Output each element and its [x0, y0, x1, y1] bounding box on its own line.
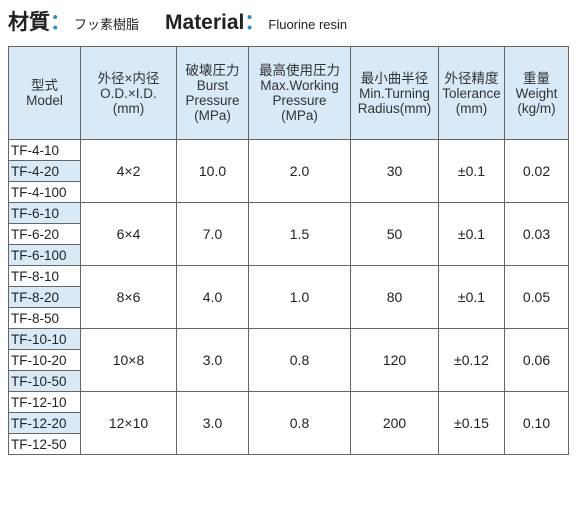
column-header-line: 外径×内径	[97, 70, 160, 86]
column-header-line: (MPa)	[281, 108, 318, 123]
size-cell: 8×6	[80, 265, 177, 329]
column-header-line: O.D.×I.D.	[100, 85, 157, 101]
column-header: 型式 Model	[8, 46, 81, 140]
weight-cell: 0.06	[504, 328, 569, 392]
max-working-cell: 1.5	[248, 202, 351, 266]
table-row: TF-6-20	[8, 223, 569, 245]
model-cell: TF-10-10	[8, 328, 81, 350]
column-header-line: Burst	[196, 78, 229, 93]
model-cell: TF-8-10	[8, 265, 81, 287]
weight-cell: 0.05	[504, 265, 569, 329]
max-working-cell: 0.8	[248, 391, 351, 455]
radius-cell: 50	[350, 202, 439, 266]
table-row: TF-6-10 6×4 7.0 1.5 50 ±0.1 0.03	[8, 202, 569, 266]
column-header-line: Pressure	[272, 93, 327, 108]
size-cell: 6×4	[80, 202, 177, 266]
model-cell: TF-6-10	[8, 202, 81, 224]
size-cell: 10×8	[80, 328, 177, 392]
column-header: 外径精度 Tolerance (mm)	[438, 46, 505, 140]
table-row: TF-10-20	[8, 349, 569, 371]
weight-cell: 0.03	[504, 202, 569, 266]
model-cell: TF-10-20	[8, 349, 81, 371]
column-header-line: Weight	[515, 85, 558, 101]
burst-cell: 4.0	[176, 265, 249, 329]
material-value-jp: フッ素樹脂	[74, 17, 140, 32]
tolerance-cell: ±0.1	[438, 202, 505, 266]
tolerance-cell: ±0.12	[438, 328, 505, 392]
model-cell: TF-10-50	[8, 370, 81, 392]
weight-cell: 0.02	[504, 139, 569, 203]
column-header-line: Model	[26, 93, 63, 108]
table-row: TF-8-50	[8, 307, 569, 329]
column-header-line: Pressure	[185, 93, 240, 108]
column-header: 外径×内径 O.D.×I.D. (mm)	[80, 46, 177, 140]
size-cell: 12×10	[80, 391, 177, 455]
colon-jp: ：	[50, 11, 71, 34]
size-cell: 4×2	[80, 139, 177, 203]
column-header-line: (mm)	[455, 100, 488, 116]
column-header: 破壊圧力 Burst Pressure (MPa)	[176, 46, 249, 140]
column-header-line: (kg/m)	[517, 100, 556, 116]
table-row: TF-4-100	[8, 181, 569, 203]
column-header-line: 最高使用圧力	[259, 63, 340, 78]
table-row: TF-12-50	[8, 433, 569, 455]
column-header-line: (MPa)	[194, 108, 231, 123]
table-row: TF-10-50	[8, 370, 569, 392]
model-cell: TF-8-20	[8, 286, 81, 308]
table-row: TF-12-10 12×10 3.0 0.8 200 ±0.15 0.10	[8, 391, 569, 455]
header-row: 型式 Model 外径×内径 O.D.×I.D. (mm) 破壊圧力 Burst Pressu…	[8, 46, 569, 140]
column-header: 最高使用圧力 Max.Working Pressure (MPa)	[248, 46, 351, 140]
burst-cell: 7.0	[176, 202, 249, 266]
tolerance-cell: ±0.15	[438, 391, 505, 455]
table-row: TF-4-10 4×2 10.0 2.0 30 ±0.1 0.02	[8, 139, 569, 203]
model-cell: TF-4-100	[8, 181, 81, 203]
column-header-line: 破壊圧力	[185, 63, 240, 78]
column-header-line: Radius(mm)	[357, 100, 432, 116]
burst-cell: 10.0	[176, 139, 249, 203]
model-cell: TF-4-20	[8, 160, 81, 182]
radius-cell: 120	[350, 328, 439, 392]
column-header: 重量 Weight (kg/m)	[504, 46, 569, 140]
column-header-line: (mm)	[112, 100, 145, 116]
model-cell: TF-6-100	[8, 244, 81, 266]
max-working-cell: 2.0	[248, 139, 351, 203]
table-row: TF-10-10 10×8 3.0 0.8 120 ±0.12 0.06	[8, 328, 569, 392]
model-cell: TF-4-10	[8, 139, 81, 161]
tolerance-cell: ±0.1	[438, 139, 505, 203]
material-value-en: Fluorine resin	[268, 17, 348, 32]
table-row: TF-4-20	[8, 160, 569, 182]
model-cell: TF-12-10	[8, 391, 81, 413]
max-working-cell: 0.8	[248, 328, 351, 392]
weight-cell: 0.10	[504, 391, 569, 455]
table-row: TF-8-10 8×6 4.0 1.0 80 ±0.1 0.05	[8, 265, 569, 329]
column-header-line: 重量	[523, 70, 550, 86]
table-row: TF-12-20	[8, 412, 569, 434]
burst-cell: 3.0	[176, 391, 249, 455]
model-cell: TF-8-50	[8, 307, 81, 329]
model-cell: TF-12-20	[8, 412, 81, 434]
column-header-line: 最小曲半径	[360, 70, 429, 86]
radius-cell: 80	[350, 265, 439, 329]
radius-cell: 200	[350, 391, 439, 455]
material-label-jp: 材質	[8, 11, 50, 34]
material-label-en: Material	[165, 11, 245, 34]
column-header-line: Tolerance	[442, 85, 501, 101]
colon-en: ：	[244, 11, 266, 34]
spec-table: 型式 Model 外径×内径 O.D.×I.D. (mm) 破壊圧力 Burst Pressu…	[8, 46, 569, 455]
material-heading: 材質 ： フッ素樹脂 Material ： Fluorine resin	[8, 6, 347, 34]
column-header-line: 外径精度	[444, 70, 499, 86]
model-cell: TF-12-50	[8, 433, 81, 455]
max-working-cell: 1.0	[248, 265, 351, 329]
column-header-line: 型式	[31, 78, 58, 93]
burst-cell: 3.0	[176, 328, 249, 392]
column-header: 最小曲半径 Min.Turning Radius(mm)	[350, 46, 439, 140]
column-header-line: Max.Working	[260, 78, 339, 93]
table-body: TF-4-10 4×2 10.0 2.0 30 ±0.1 0.02 TF-4-20 TF-4-1…	[8, 139, 569, 455]
tolerance-cell: ±0.1	[438, 265, 505, 329]
radius-cell: 30	[350, 139, 439, 203]
model-cell: TF-6-20	[8, 223, 81, 245]
column-header-line: Min.Turning	[359, 85, 430, 101]
